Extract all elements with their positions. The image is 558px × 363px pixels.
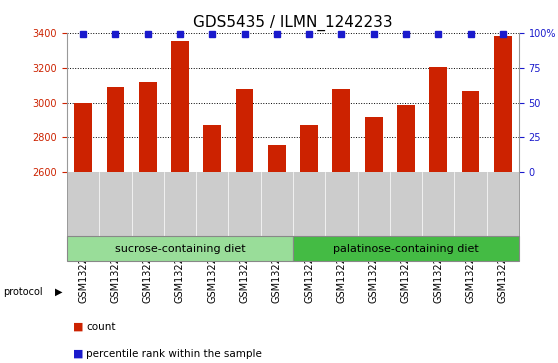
Bar [494, 36, 512, 172]
Bar [461, 91, 479, 172]
Text: sucrose-containing diet: sucrose-containing diet [114, 244, 246, 254]
Bar [67, 236, 293, 261]
Bar [139, 82, 157, 172]
Text: protocol: protocol [3, 287, 42, 297]
Text: ▶: ▶ [55, 287, 62, 297]
Bar [397, 105, 415, 172]
Bar [171, 41, 189, 172]
Bar [365, 117, 383, 172]
Bar [333, 89, 350, 172]
Bar [203, 125, 221, 172]
Bar [300, 125, 318, 172]
Bar [107, 87, 124, 172]
Bar [74, 102, 92, 172]
Bar [235, 89, 253, 172]
Text: palatinose-containing diet: palatinose-containing diet [333, 244, 479, 254]
Text: percentile rank within the sample: percentile rank within the sample [86, 349, 262, 359]
Title: GDS5435 / ILMN_1242233: GDS5435 / ILMN_1242233 [193, 15, 393, 31]
Text: ■: ■ [73, 322, 83, 332]
Bar [268, 145, 286, 172]
Text: count: count [86, 322, 116, 332]
Bar [429, 67, 447, 172]
Bar [293, 236, 519, 261]
Text: ■: ■ [73, 349, 83, 359]
